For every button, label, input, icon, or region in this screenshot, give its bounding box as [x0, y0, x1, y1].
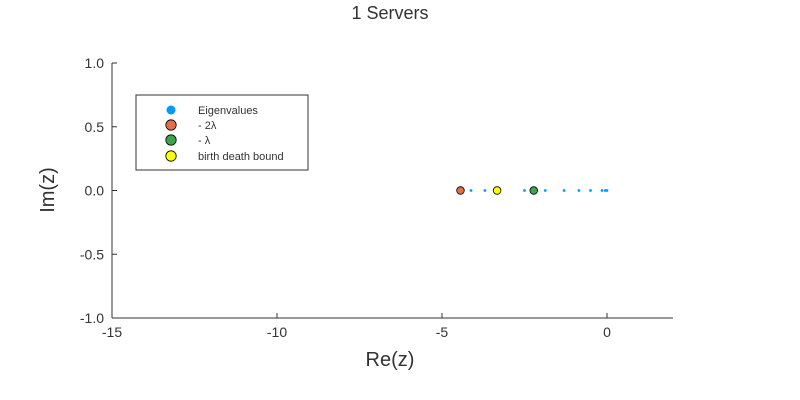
y-tick-label: -1.0: [80, 310, 104, 326]
legend-marker: [165, 119, 177, 131]
eigenvalue-point: [577, 189, 581, 192]
y-axis-label: Im(z): [37, 167, 59, 213]
eigenvalue-point: [543, 189, 547, 192]
eigenvalue-point: [523, 189, 526, 192]
legend-items: Eigenvalues - 2λ - λ birth death bound: [165, 105, 284, 163]
y-ticks: 1.0 0.5 0.0 -0.5 -1.0: [80, 55, 117, 326]
x-tick-label: -5: [436, 324, 449, 340]
y-tick-label: 0.0: [85, 183, 105, 199]
marker-point: [456, 186, 465, 195]
series-1: [456, 186, 465, 195]
y-tick-label: 0.5: [85, 119, 105, 135]
x-axis-label: Re(z): [366, 349, 415, 371]
x-tick-label: -15: [102, 324, 122, 340]
x-ticks: -15 -10 -5 0: [102, 313, 611, 340]
eigenvalue-point: [605, 189, 609, 192]
eigenvalue-point: [483, 189, 487, 192]
y-tick-label: 1.0: [85, 55, 105, 71]
eigenvalue-point: [469, 189, 473, 192]
marker-point: [529, 186, 538, 195]
chart-title: 1 Servers: [351, 3, 428, 23]
legend-box: [135, 94, 309, 171]
legend-marker: [166, 105, 176, 115]
series-0: [469, 189, 609, 192]
legend-marker: [165, 150, 177, 162]
plot-points: [456, 186, 609, 195]
x-tick-label: -10: [267, 324, 287, 340]
eigenvalue-point: [589, 189, 592, 192]
series-3: [492, 186, 502, 195]
marker-point: [492, 186, 502, 195]
legend-marker: [165, 134, 177, 146]
y-tick-label: -0.5: [80, 246, 104, 262]
legend-label: birth death bound: [198, 151, 284, 163]
legend: Eigenvalues - 2λ - λ birth death bound: [135, 94, 309, 171]
legend-label: - 2λ: [198, 120, 217, 132]
eigenvalue-point: [562, 189, 566, 192]
eigenvalue-point: [600, 189, 604, 192]
legend-label: Eigenvalues: [198, 105, 258, 117]
x-tick-label: 0: [603, 324, 611, 340]
series-2: [529, 186, 538, 195]
legend-label: - λ: [198, 135, 211, 147]
